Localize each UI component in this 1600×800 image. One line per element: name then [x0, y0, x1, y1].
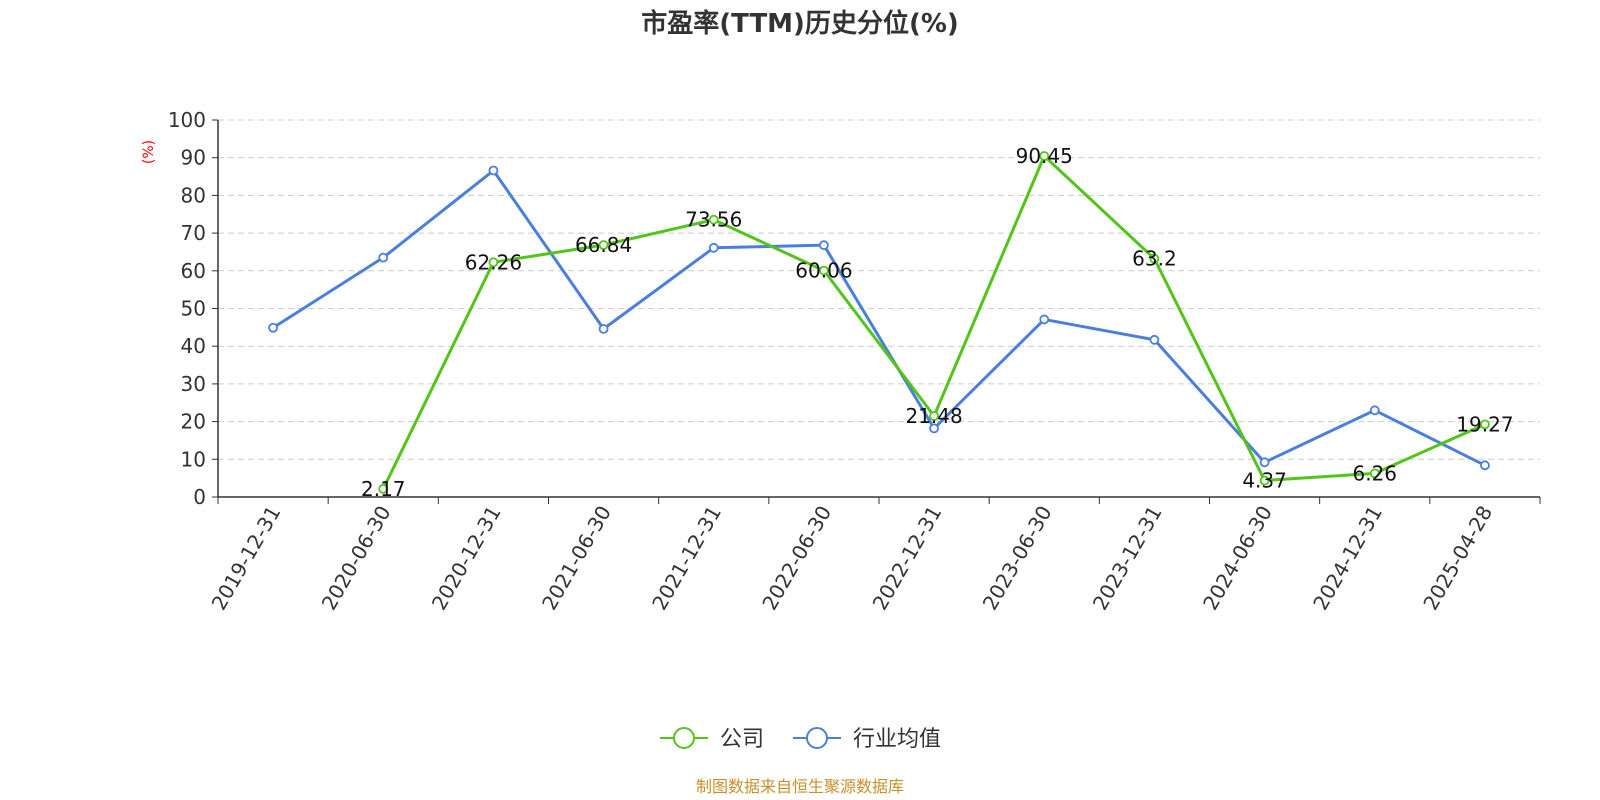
legend-company-marker: [673, 727, 695, 749]
legend: 公司 行业均值: [660, 727, 941, 752]
y-tick-label: 10: [181, 447, 206, 471]
company-point: [1259, 475, 1270, 486]
industry-average-point: [1149, 334, 1160, 345]
chart-title: 市盈率(TTM)历史分位(%): [641, 8, 959, 39]
company-data-label: 73.56: [685, 208, 742, 232]
industry-average-point: [1369, 405, 1380, 416]
industry-average-point: [378, 252, 389, 263]
legend-item-company[interactable]: 公司: [660, 727, 764, 752]
x-tick-label: 2020-12-31: [427, 501, 506, 614]
y-tick-labels: 0 10 20 30 40 50 60 70 80 90 100: [168, 108, 206, 509]
industry-average-line: [272, 169, 1486, 467]
industry-average-point: [268, 322, 278, 333]
grid-lines: [218, 119, 1540, 460]
industry-average-point: [929, 423, 939, 434]
company-point: [598, 240, 609, 250]
x-tick-label: 2019-12-31: [207, 502, 286, 615]
source-note: 制图数据来自恒生聚源数据库: [696, 777, 904, 796]
industry-average-point: [1480, 460, 1490, 471]
y-tick-label: 100: [168, 108, 206, 132]
company-point: [708, 214, 719, 225]
x-tick-label: 2023-12-31: [1088, 502, 1167, 615]
y-tick-label: 80: [181, 183, 206, 207]
y-tick-label: 30: [181, 372, 206, 396]
x-tick-label: 2022-12-31: [868, 501, 947, 614]
company-data-label: 4.37: [1242, 469, 1287, 493]
company-data-label: 66.84: [575, 233, 632, 257]
company-point: [819, 265, 829, 276]
company-point: [1369, 468, 1380, 479]
company-data-label: 21.48: [905, 404, 962, 428]
series-lines: [272, 154, 1486, 490]
industry-average-point: [708, 242, 719, 253]
industry-average-point: [1259, 457, 1270, 468]
x-tick-label: 2022-06-30: [757, 502, 836, 615]
y-tick-label: 90: [181, 146, 206, 170]
y-tick-label: 60: [181, 259, 206, 283]
company-point: [929, 411, 939, 421]
x-tick-label: 2025-04-28: [1418, 502, 1497, 615]
industry-average-point: [1039, 314, 1050, 325]
company-data-label: 62.26: [465, 250, 522, 274]
company-point: [1480, 419, 1490, 430]
company-point: [488, 257, 499, 268]
company-data-label: 19.27: [1456, 412, 1513, 436]
company-data-label: 60.06: [795, 259, 852, 283]
data-labels: 2.17 62.26 66.84 73.56 60.06 21.48 90.45 63.2 4.…: [361, 144, 1514, 501]
y-tick-label: 40: [181, 334, 206, 358]
company-line: [381, 154, 1486, 490]
industry-average-point: [819, 240, 829, 251]
series-points: [268, 151, 1490, 494]
industry-average-point: [488, 165, 499, 176]
legend-item-industry-average[interactable]: 行业均值: [793, 727, 941, 752]
axes: [212, 119, 1541, 504]
x-tick-label: 2023-06-30: [978, 502, 1057, 615]
company-point: [1149, 253, 1160, 264]
y-tick-label: 70: [181, 221, 206, 245]
company-data-label: 63.2: [1132, 247, 1177, 271]
company-data-label: 90.45: [1016, 144, 1073, 168]
legend-industry-average-marker: [806, 727, 828, 749]
x-tick-label: 2021-06-30: [537, 502, 616, 615]
company-point: [378, 483, 389, 494]
y-tick-label: 0: [193, 485, 206, 509]
legend-company-label: 公司: [720, 727, 764, 752]
x-tick-label: 2024-12-31: [1308, 502, 1387, 615]
x-tick-label: 2021-12-31: [647, 502, 726, 615]
legend-industry-average-label: 行业均值: [853, 727, 941, 752]
x-tick-labels: 2019-12-31 2020-06-30 2020-12-31 2021-06-30…: [207, 501, 1498, 614]
industry-average-point: [598, 323, 609, 334]
company-point: [1039, 151, 1050, 161]
y-axis-unit: (%): [141, 140, 157, 164]
x-tick-label: 2020-06-30: [317, 502, 396, 615]
x-tick-label: 2024-06-30: [1198, 502, 1277, 615]
y-tick-label: 50: [181, 297, 206, 321]
company-data-label: 6.26: [1352, 461, 1397, 485]
y-tick-label: 20: [181, 410, 206, 434]
company-data-label: 2.17: [361, 477, 406, 501]
